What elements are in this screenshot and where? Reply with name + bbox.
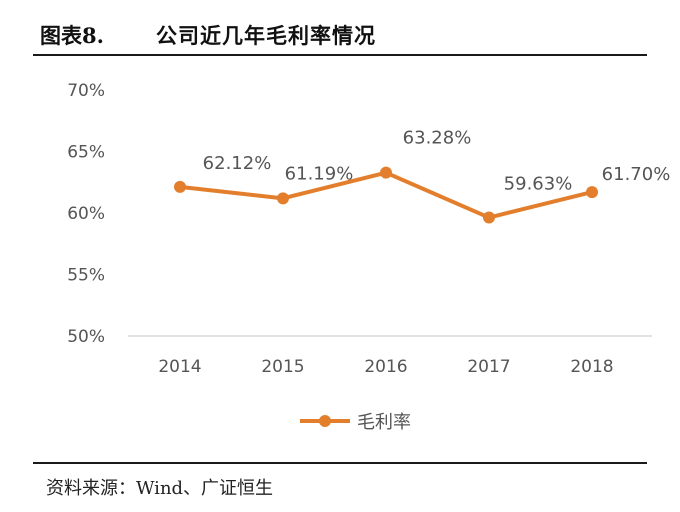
data-point: [586, 186, 598, 199]
y-tick-label: 50%: [67, 327, 105, 347]
data-point: [277, 192, 289, 205]
legend-marker: [319, 415, 331, 427]
data-label: 63.28%: [403, 128, 472, 149]
data-point: [380, 166, 392, 179]
bottom-rule: [33, 462, 647, 464]
figure-title: 公司近几年毛利率情况: [156, 23, 376, 48]
y-tick-label: 65%: [67, 143, 105, 163]
source-note: 资料来源：Wind、广证恒生: [46, 478, 274, 499]
data-label: 61.70%: [602, 164, 671, 185]
x-tick-label: 2018: [570, 357, 613, 377]
data-label: 59.63%: [504, 174, 573, 195]
x-tick-label: 2016: [364, 357, 407, 377]
x-tick-label: 2014: [158, 357, 201, 377]
x-tick-label: 2015: [261, 357, 304, 377]
legend-label: 毛利率: [357, 412, 411, 433]
data-point: [483, 211, 495, 224]
y-tick-label: 70%: [67, 81, 105, 101]
data-point: [174, 180, 186, 193]
figure-header: 图表8. 公司近几年毛利率情况: [40, 18, 640, 48]
top-rule: [33, 54, 647, 56]
y-tick-label: 55%: [67, 266, 105, 286]
data-label: 61.19%: [285, 163, 354, 184]
x-tick-label: 2017: [467, 357, 510, 377]
figure-number: 图表8.: [40, 23, 104, 48]
y-tick-label: 60%: [67, 204, 105, 224]
data-label: 62.12%: [203, 153, 272, 174]
